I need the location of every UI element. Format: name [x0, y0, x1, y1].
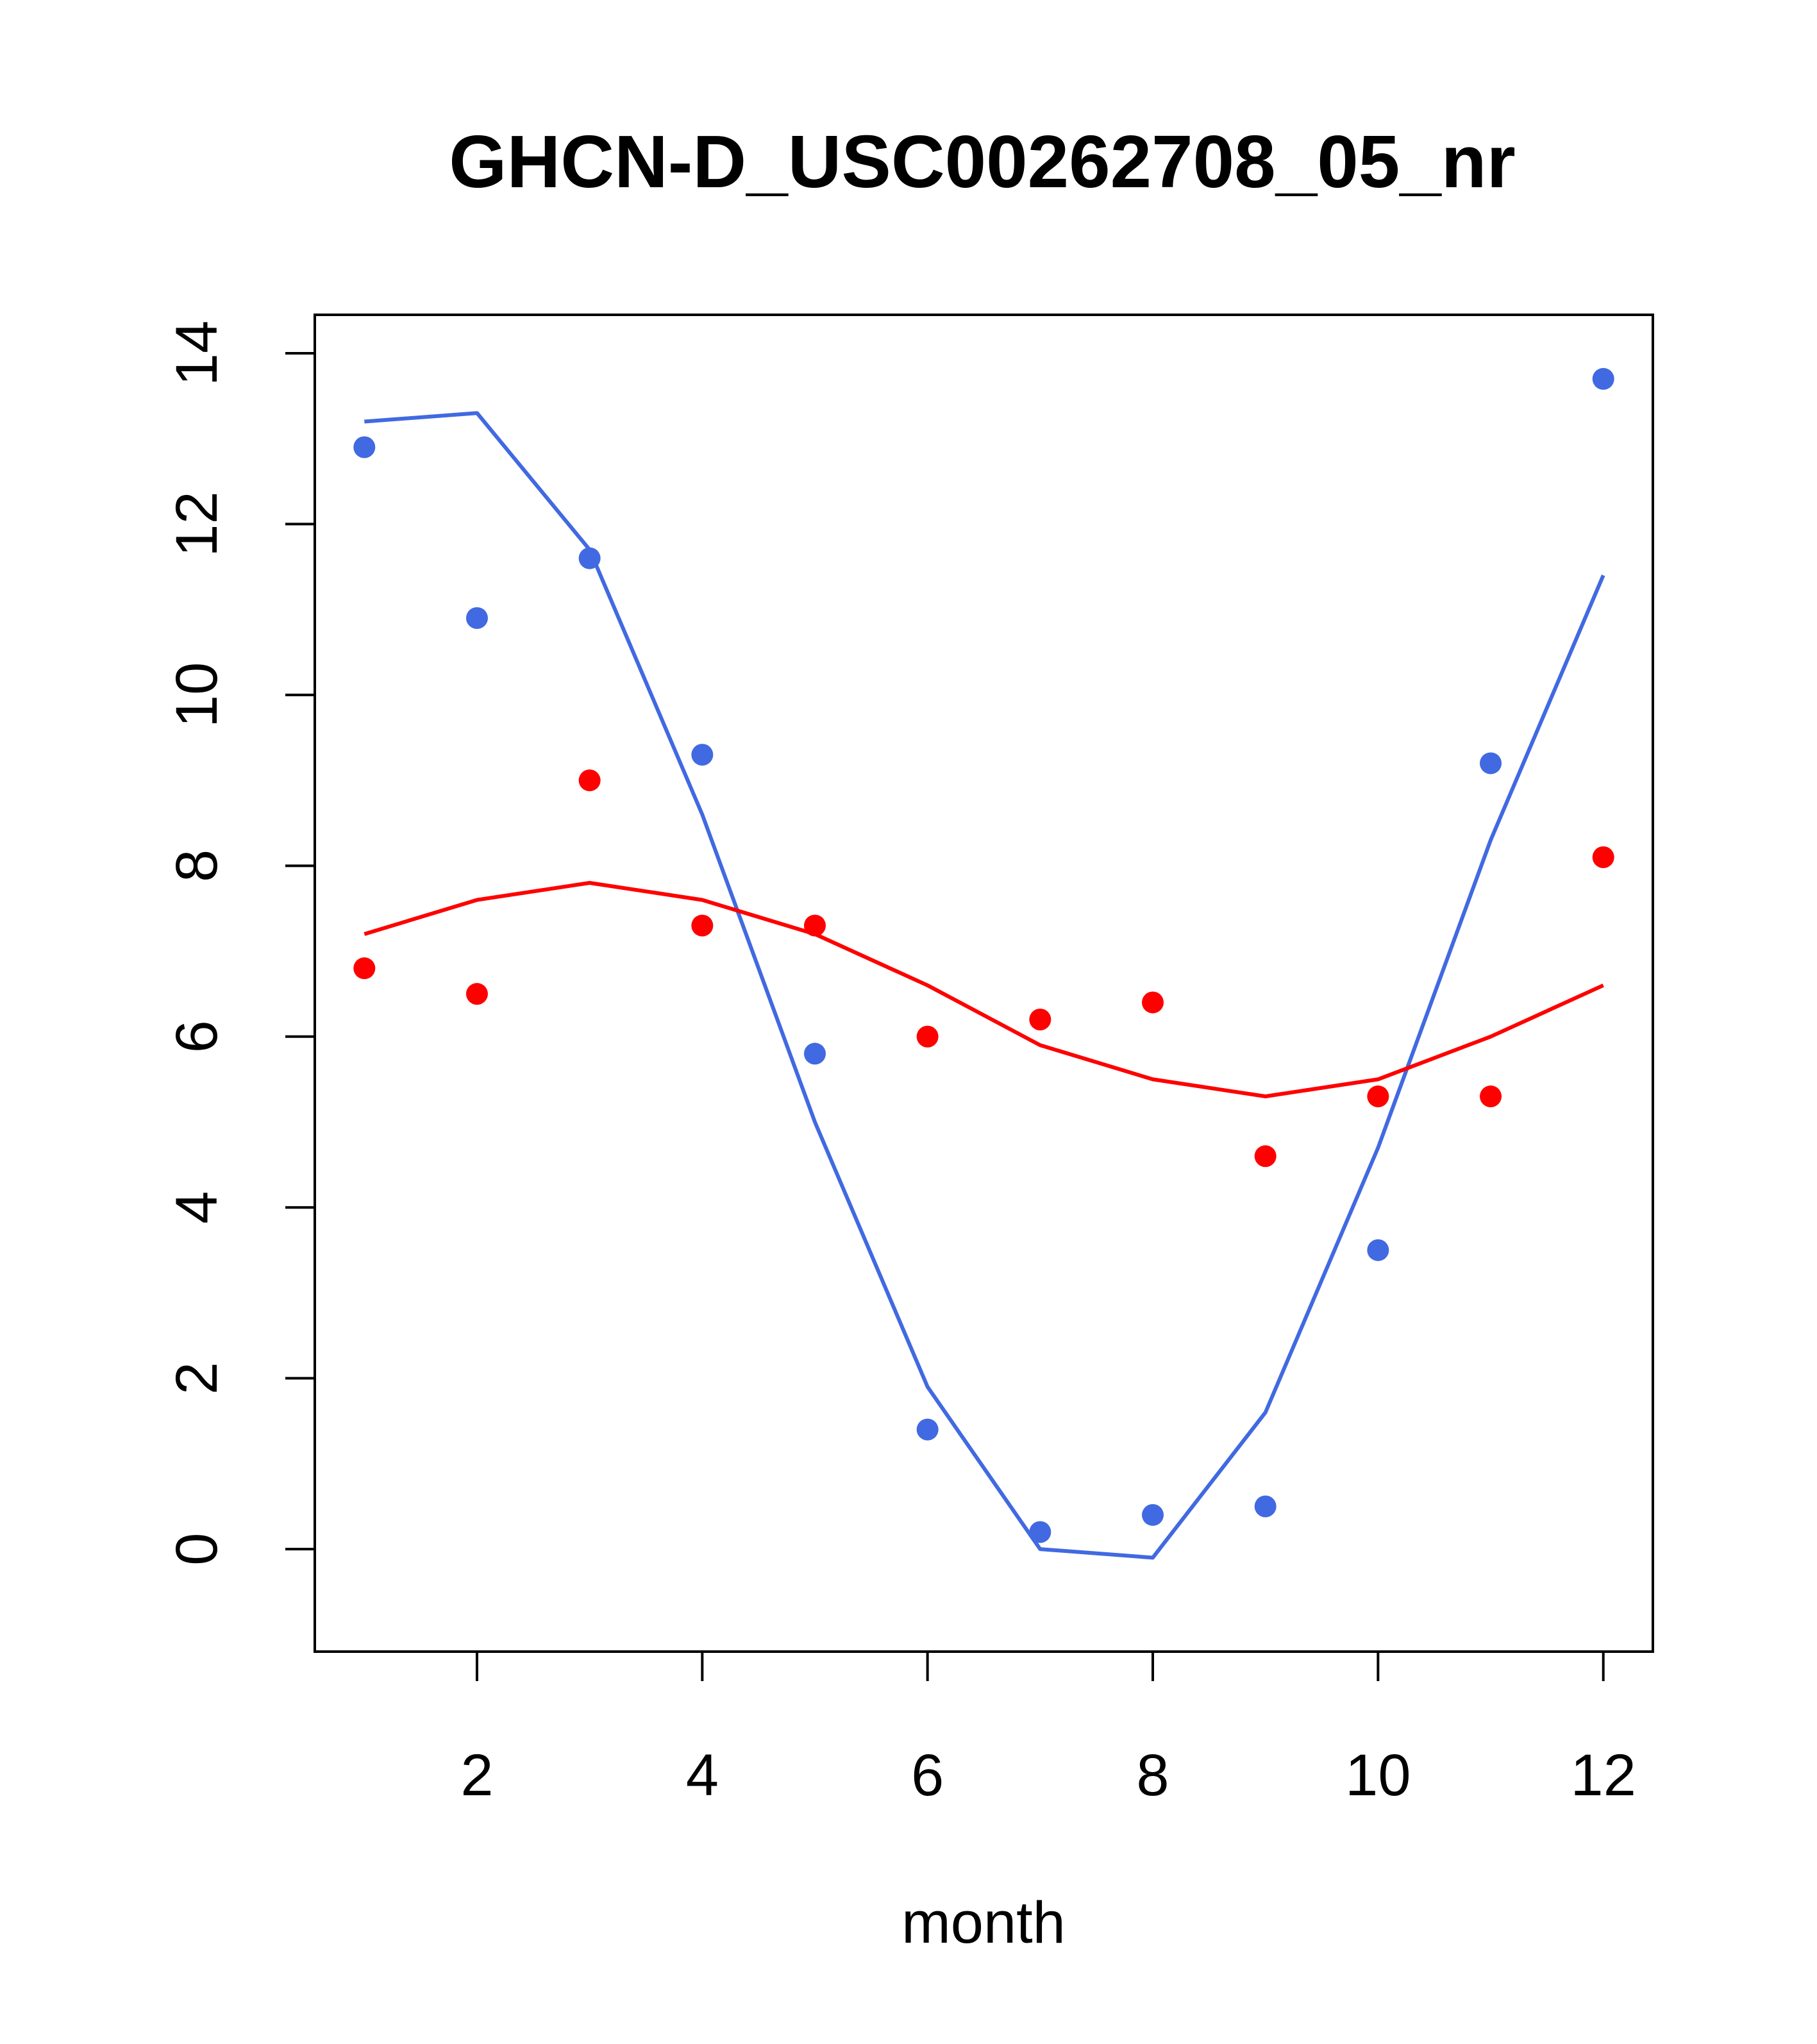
series-1-point: [1592, 367, 1614, 390]
series-2-point: [803, 914, 826, 937]
series-2-point: [465, 983, 488, 1005]
series-1-fit-line: [364, 411, 1605, 1560]
x-tick-label: 12: [1571, 1743, 1636, 1808]
x-tick-label: 10: [1345, 1743, 1411, 1808]
y-tick-label: 12: [164, 491, 230, 557]
series-1-point: [465, 607, 488, 629]
y-tick-label: 0: [164, 1533, 230, 1566]
x-tick-label: 4: [686, 1743, 719, 1808]
plot-frame: [314, 314, 1654, 1653]
y-tick-label: 8: [164, 850, 230, 882]
series-2-point: [1142, 991, 1164, 1014]
series-1-point: [691, 744, 714, 766]
chart-title: GHCN-D_USC00262708_05_nr: [449, 120, 1516, 203]
series-layer: [353, 367, 1614, 1560]
x-tick-label: 6: [911, 1743, 944, 1808]
x-tick-label: 8: [1136, 1743, 1169, 1808]
series-2-point: [1029, 1009, 1051, 1031]
series-2-point: [1254, 1145, 1277, 1168]
series-2-point: [578, 769, 601, 792]
series-2-point: [1480, 1085, 1502, 1108]
y-tick-label: 4: [164, 1191, 230, 1224]
series-1-point: [1254, 1495, 1277, 1518]
y-tick-label: 6: [164, 1020, 230, 1053]
series-2-fit-line: [364, 881, 1604, 1098]
series-1-point: [353, 436, 376, 458]
series-1-point: [803, 1043, 826, 1065]
x-axis: 2 4 6 8 10 12: [460, 1650, 1636, 1808]
y-axis: 0 2 4 6 8 10 12 14: [164, 321, 316, 1566]
y-tick-label: 10: [164, 662, 230, 728]
series-1-point: [1367, 1239, 1389, 1261]
x-tick-label: 2: [460, 1743, 493, 1808]
series-2-point: [916, 1025, 939, 1048]
series-1-point: [1029, 1521, 1051, 1543]
series-1-point: [1480, 752, 1502, 775]
series-2-point: [1367, 1085, 1389, 1108]
series-2-point: [691, 914, 714, 937]
series-2-point: [353, 957, 376, 980]
series-1-point: [578, 547, 601, 569]
y-tick-label: 14: [164, 321, 230, 386]
y-tick-label: 2: [164, 1362, 230, 1395]
x-axis-label: month: [901, 1890, 1066, 1956]
series-2-point: [1592, 846, 1614, 868]
series-1-point: [1142, 1504, 1164, 1526]
series-1-point: [916, 1418, 939, 1441]
